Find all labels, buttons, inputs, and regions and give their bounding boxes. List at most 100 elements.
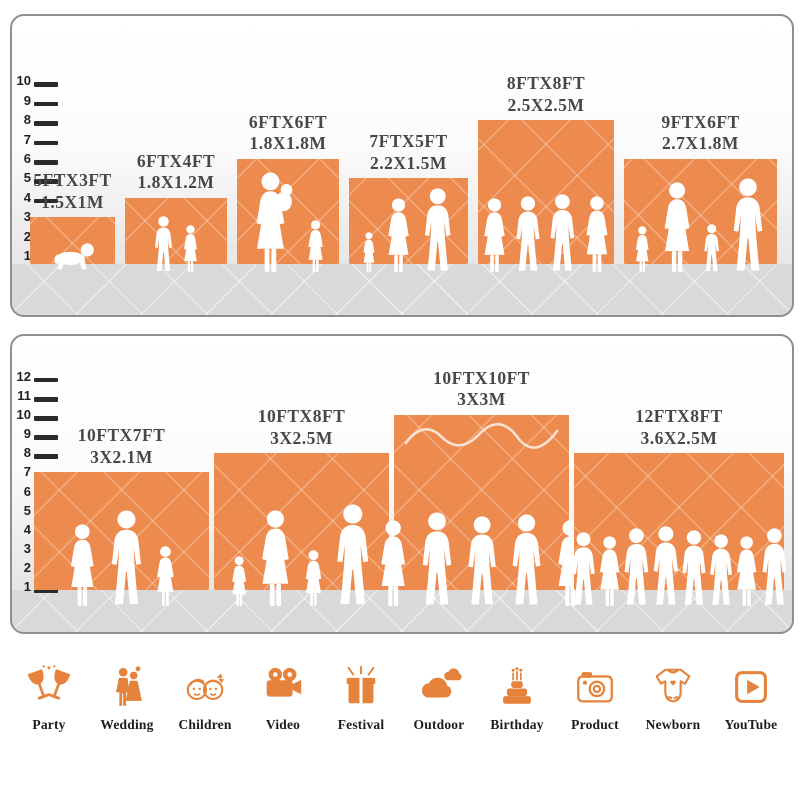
axis-tick-mark xyxy=(34,82,58,87)
axis-tick-label: 3 xyxy=(23,540,31,556)
axis-tick-label: 2 xyxy=(23,228,31,244)
person-silhouette xyxy=(254,510,297,606)
category-festival: Festival xyxy=(324,658,398,733)
axis-tick-label: 4 xyxy=(23,521,31,537)
person-silhouette xyxy=(701,224,722,272)
backdrop-size-label: 10FTX7FT 3X2.1M xyxy=(78,425,166,468)
backdrop-size-label: 9FTX6FT 2.7X1.8M xyxy=(661,112,739,155)
size-label-m: 2.2X1.5M xyxy=(370,152,447,173)
person-silhouette xyxy=(64,524,101,606)
backdrop-panel-top: 1 2 3 4 5 6 7 8 9 10 5FTX3FT 1.5X1M 6FTX4FT 1.8X1.2M 6… xyxy=(10,14,794,317)
axis-tick-mark xyxy=(34,588,58,593)
person-silhouette xyxy=(151,216,176,272)
axis-tick-label: 9 xyxy=(23,426,31,442)
person-silhouette xyxy=(46,242,99,272)
size-label-ft: 10FTX8FT xyxy=(257,406,346,427)
floor-strip xyxy=(12,264,792,315)
children-icon xyxy=(182,664,228,710)
person-silhouette xyxy=(511,196,545,272)
size-label-ft: 6FTX6FT xyxy=(248,112,328,132)
newborn-icon xyxy=(650,664,696,710)
axis-tick-label: 6 xyxy=(23,483,31,499)
size-label-ft: 8FTX8FT xyxy=(506,73,586,94)
category-label: Party xyxy=(32,717,66,732)
outdoor-icon xyxy=(416,664,462,710)
category-product: Product xyxy=(558,658,632,733)
category-label: YouTube xyxy=(724,717,778,732)
person-silhouette xyxy=(228,556,250,606)
person-silhouette xyxy=(580,196,614,272)
axis-tick-label: 12 xyxy=(16,368,31,384)
size-label-ft: 5FTX3FT xyxy=(33,170,112,191)
person-silhouette xyxy=(382,198,415,272)
size-label-m: 3X2.5M xyxy=(270,427,333,448)
axis-tick-mark xyxy=(34,454,58,459)
backdrop-size-label: 10FTX10FT 3X3M xyxy=(433,368,530,411)
category-label: Wedding xyxy=(100,717,154,732)
size-label-ft: 10FTX7FT xyxy=(77,425,166,446)
axis-tick-label: 4 xyxy=(23,189,31,205)
backdrop-size-label: 10FTX8FT 3X2.5M xyxy=(258,406,346,449)
backdrop-size-label: 7FTX5FT 2.2X1.5M xyxy=(369,131,447,174)
person-silhouette xyxy=(506,514,547,606)
category-video: Video xyxy=(246,658,320,733)
person-silhouette xyxy=(330,504,376,606)
person-silhouette xyxy=(632,226,653,272)
size-label-m: 3X3M xyxy=(457,389,506,410)
person-silhouette xyxy=(478,198,511,272)
category-children: Children xyxy=(168,658,242,733)
axis-tick-mark xyxy=(34,179,58,184)
axis-tick-label: 10 xyxy=(16,73,31,89)
backdrop-bar xyxy=(125,197,227,264)
axis-tick-label: 1 xyxy=(23,248,31,263)
axis-tick-label: 8 xyxy=(23,112,31,128)
size-label-m: 3X2.1M xyxy=(90,446,153,467)
axis-tick-mark xyxy=(34,121,58,126)
person-silhouette xyxy=(727,178,769,272)
axis-tick-mark xyxy=(34,160,58,165)
person-silhouette xyxy=(249,172,301,272)
category-label: Festival xyxy=(337,717,385,732)
watermark-scribble xyxy=(402,417,561,451)
axis-tick-label: 11 xyxy=(17,388,31,403)
festival-icon xyxy=(338,664,384,710)
axis-tick-mark xyxy=(34,397,58,402)
wedding-icon xyxy=(104,664,150,710)
birthday-icon xyxy=(494,664,540,710)
category-row: Party Wedding Children Video Festival Outdoor… xyxy=(12,658,788,762)
axis-tick-label: 2 xyxy=(23,559,31,575)
axis-tick-label: 7 xyxy=(23,464,31,480)
person-silhouette xyxy=(657,182,697,272)
category-label: Video xyxy=(265,717,301,732)
axis-tick-label: 9 xyxy=(23,92,31,108)
axis-tick-mark xyxy=(34,140,58,146)
backdrop-size-label: 8FTX8FT 2.5X2.5M xyxy=(507,73,585,116)
video-icon xyxy=(260,664,306,710)
axis-tick-label: 1 xyxy=(23,579,31,594)
axis-tick-mark xyxy=(34,198,58,204)
size-label-ft: 6FTX4FT xyxy=(136,150,216,171)
size-label-ft: 7FTX5FT xyxy=(369,131,448,152)
person-silhouette xyxy=(152,546,179,606)
person-silhouette xyxy=(180,225,201,272)
category-wedding: Wedding xyxy=(90,658,164,733)
axis-tick-mark xyxy=(34,416,58,421)
category-outdoor: Outdoor xyxy=(402,658,476,733)
axis-tick-label: 5 xyxy=(23,170,31,186)
axis-tick-label: 6 xyxy=(23,151,31,166)
youtube-icon xyxy=(728,664,774,710)
backdrop-size-label: 5FTX3FT 1.5X1M xyxy=(33,170,111,213)
size-label-m: 2.7X1.8M xyxy=(662,133,739,154)
person-silhouette xyxy=(304,220,327,272)
person-silhouette xyxy=(545,194,580,272)
size-label-ft: 12FTX8FT xyxy=(635,406,723,427)
product-icon xyxy=(572,664,618,710)
person-silhouette xyxy=(374,520,412,606)
person-silhouette xyxy=(757,528,792,606)
backdrop-size-label: 6FTX4FT 1.8X1.2M xyxy=(137,151,215,194)
category-label: Newborn xyxy=(645,717,701,732)
axis-tick-mark xyxy=(34,435,58,440)
backdrop-panel-bottom: 1 2 3 4 5 6 7 8 9 10 11 12 10FTX7FT 3X2.1M 10FTX8FT 3X2… xyxy=(10,334,794,634)
category-party: Party xyxy=(12,658,86,733)
size-label-m: 1.5X1M xyxy=(41,191,104,212)
